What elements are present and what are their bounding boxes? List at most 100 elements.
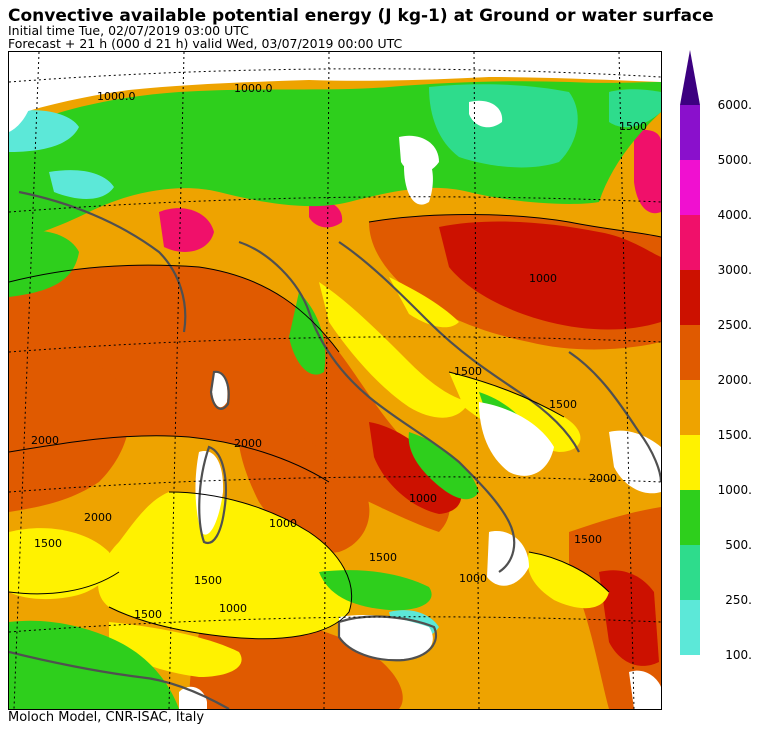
- field-3000-north: [309, 200, 343, 228]
- field-white-corsica: [212, 371, 228, 408]
- field-white-alps3: [404, 142, 433, 205]
- contour-label: 1500: [619, 120, 647, 133]
- map-title: Convective available potential energy (J…: [8, 6, 714, 26]
- colorbar-box: [680, 545, 700, 600]
- field-500-sicily: [319, 570, 432, 611]
- field-white-calabria: [487, 531, 529, 586]
- colorbar-box: [680, 215, 700, 270]
- colorbar-arrow: [680, 50, 700, 105]
- field-1000-sw: [109, 622, 242, 677]
- contour-label: 1500: [454, 365, 482, 378]
- colorbar-label: 500.: [725, 538, 752, 552]
- colorbar-label: 4000.: [718, 208, 752, 222]
- colorbar-box: [680, 380, 700, 435]
- field-3000-alps: [159, 208, 214, 252]
- contour-label: 1500: [369, 551, 397, 564]
- field-white-top: [9, 52, 661, 117]
- contour-label: 1000: [219, 602, 247, 615]
- field-2500-ionian: [599, 570, 659, 666]
- colorbar-box: [680, 600, 700, 655]
- field-white-sicily: [339, 615, 433, 661]
- field-2500-balkan: [439, 221, 661, 330]
- field-250-ne: [609, 89, 661, 128]
- contour-label: 1500: [134, 608, 162, 621]
- field-250-north: [429, 84, 578, 168]
- coast-italy-east: [338, 241, 580, 453]
- colorbar-label: 2500.: [718, 318, 752, 332]
- field-white-nw: [9, 52, 39, 132]
- field-1000-adriatic: [319, 282, 469, 418]
- graticule-line: [9, 476, 661, 493]
- colorbar-label: 250.: [725, 593, 752, 607]
- contour-label: 1500: [194, 574, 222, 587]
- colorbar-label: 1000.: [718, 483, 752, 497]
- coast-sardinia: [198, 445, 227, 545]
- contour-label: 1000: [269, 517, 297, 530]
- field-2000-sw: [9, 348, 130, 512]
- colorbar-box: [680, 105, 700, 160]
- contour-line: [368, 214, 661, 238]
- field-white-africa1: [179, 686, 207, 709]
- contour-label: 1500: [549, 398, 577, 411]
- field-1000-central: [98, 492, 352, 639]
- contour-label: 1000.0: [234, 82, 273, 95]
- colorbar-label: 3000.: [718, 263, 752, 277]
- graticule-line: [9, 68, 661, 83]
- contour-label: 1000: [459, 572, 487, 585]
- field-1000-north: [389, 277, 459, 328]
- colorbar-box: [680, 325, 700, 380]
- field-500-nw: [9, 230, 79, 297]
- contour-label: 2000: [234, 437, 262, 450]
- field-1000-west: [9, 528, 112, 600]
- colorbar-boxes: [680, 105, 700, 655]
- model-credit: Moloch Model, CNR-ISAC, Italy: [8, 710, 205, 725]
- contour-label: 1000.0: [97, 90, 136, 103]
- field-white-alps2: [469, 100, 503, 128]
- contour-line: [9, 571, 120, 595]
- colorbar-label: 6000.: [718, 98, 752, 112]
- contour-line: [108, 491, 353, 640]
- contour-label: 2000: [589, 472, 617, 485]
- field-500-italy: [289, 292, 326, 375]
- field-100-nw: [9, 110, 79, 152]
- graticule-line: [9, 336, 661, 353]
- field-500-africa: [9, 620, 179, 709]
- colorbar-label: 100.: [725, 648, 752, 662]
- contour-label: 1500: [574, 533, 602, 546]
- graticule-line: [9, 196, 661, 213]
- contour-line: [9, 435, 330, 483]
- graticule-line: [9, 616, 661, 633]
- colorbar-labels: 100. 250. 500. 1000. 1500. 2000. 2500. 3000. 400…: [718, 98, 752, 662]
- field-1000-ionian: [527, 552, 609, 609]
- coast-france: [18, 190, 187, 333]
- coast-balkan: [568, 351, 661, 483]
- field-white-se: [629, 670, 661, 709]
- cape-field: 1000.0 1000.0 1500 1500 1500 1500 1500 1…: [9, 52, 661, 709]
- field-3000-ne: [634, 130, 661, 214]
- contour-labels: 1000.0 1000.0 1500 1500 1500 1500 1500 1…: [31, 82, 647, 621]
- colorbar-label: 1500.: [718, 428, 752, 442]
- field-500-south-it: [408, 432, 479, 500]
- coast-corsica: [209, 370, 230, 410]
- contour-line: [528, 551, 610, 593]
- field-1000-adriatic2: [449, 372, 581, 452]
- colorbar-box: [680, 270, 700, 325]
- colorbar-box: [680, 435, 700, 490]
- initial-time: Initial time Tue, 02/07/2019 03:00 UTC: [8, 23, 249, 38]
- field-100-north: [49, 170, 114, 199]
- contour-label: 2000: [31, 434, 59, 447]
- coast-italy-west: [238, 240, 516, 573]
- forecast-validity: Forecast + 21 h (000 d 21 h) valid Wed, …: [8, 36, 403, 51]
- contour-label: 1000: [409, 492, 437, 505]
- graticule: [9, 52, 661, 709]
- colorbar-label: 2000.: [718, 373, 752, 387]
- field-2000-tyrr: [237, 412, 370, 553]
- field-white-apennine: [479, 402, 554, 476]
- contour-line: [448, 371, 565, 418]
- coast-africa: [9, 650, 230, 709]
- colorbar-box: [680, 490, 700, 545]
- contour-label: 1000: [529, 272, 557, 285]
- cape-contours: [9, 214, 661, 640]
- cape-map: 1000.0 1000.0 1500 1500 1500 1500 1500 1…: [8, 51, 662, 710]
- contour-line: [9, 264, 340, 353]
